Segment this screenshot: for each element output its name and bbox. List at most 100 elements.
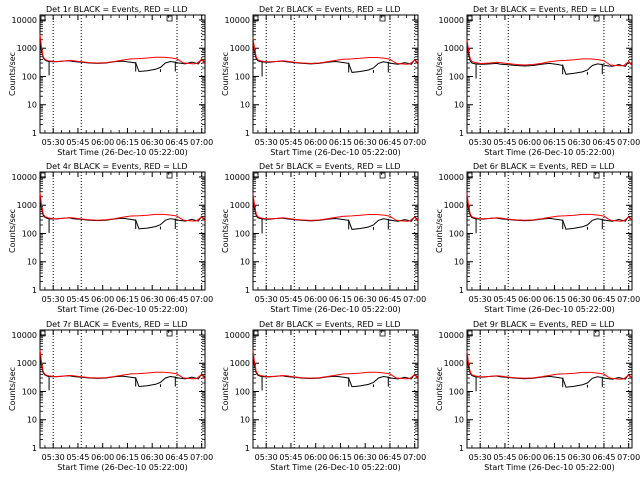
y-tick-label: 1000 — [230, 44, 250, 53]
y-axis-label: Counts/sec — [221, 209, 230, 253]
x-tick-label: 05:30 — [255, 295, 278, 304]
x-axis-label: Start Time (26-Dec-10 05:22:00) — [270, 463, 401, 472]
panel-title: Det 5r BLACK = Events, RED = LLD — [259, 162, 401, 171]
x-tick-label: 05:45 — [493, 453, 516, 462]
x-tick-label: 05:45 — [279, 453, 302, 462]
x-tick-label: 06:45 — [165, 295, 188, 304]
detector-panel: Det 8r BLACK = Events, RED = LLD 1 10 100 10… — [221, 320, 426, 472]
x-tick-label: 06:00 — [518, 453, 541, 462]
y-axis-label: Counts/sec — [8, 52, 17, 96]
flag-marker — [467, 330, 473, 337]
x-tick-label: 07:00 — [190, 138, 213, 147]
y-tick-label: 10 — [27, 258, 37, 267]
plot-frame — [252, 171, 419, 291]
x-tick-label: 07:00 — [403, 138, 426, 147]
x-tick-label: 05:30 — [469, 138, 492, 147]
x-axis-label: Start Time (26-Dec-10 05:22:00) — [57, 148, 188, 157]
panel-title: Det 4r BLACK = Events, RED = LLD — [46, 162, 188, 171]
x-axis-label: Start Time (26-Dec-10 05:22:00) — [270, 148, 401, 157]
flag-marker — [253, 15, 259, 22]
y-tick-label: 1000 — [444, 201, 464, 210]
y-tick-label: 10 — [240, 101, 250, 110]
y-tick-label: 10 — [454, 416, 464, 425]
x-axis-label: Start Time (26-Dec-10 05:22:00) — [57, 463, 188, 472]
plot-frame — [466, 171, 633, 291]
y-tick-label: 1000 — [17, 44, 37, 53]
y-tick-label: 1000 — [17, 359, 37, 368]
x-tick-label: 07:00 — [403, 453, 426, 462]
y-tick-label: 100 — [22, 229, 37, 238]
y-axis-label: Counts/sec — [221, 367, 230, 411]
x-tick-label: 06:00 — [518, 138, 541, 147]
lld-series-line — [466, 350, 633, 380]
flag-marker — [593, 330, 600, 337]
y-tick-label: 100 — [449, 229, 464, 238]
x-tick-label: 05:30 — [42, 138, 65, 147]
x-tick-label: 07:00 — [617, 453, 640, 462]
x-tick-label: 06:15 — [116, 138, 139, 147]
detector-panel: Det 2r BLACK = Events, RED = LLD 1 10 100 10… — [221, 5, 426, 157]
y-axis-label: Counts/sec — [435, 52, 444, 96]
y-tick-label: 1 — [459, 286, 464, 295]
flag-marker — [166, 172, 173, 179]
y-tick-label: 1000 — [17, 201, 37, 210]
lld-series-line — [466, 192, 633, 222]
x-tick-label: 06:45 — [592, 295, 615, 304]
x-tick-label: 05:30 — [255, 453, 278, 462]
y-tick-label: 10 — [454, 101, 464, 110]
flag-marker — [166, 330, 173, 337]
flag-marker — [166, 15, 173, 22]
x-tick-label: 06:30 — [568, 453, 591, 462]
x-tick-label: 05:30 — [42, 295, 65, 304]
x-axis-label: Start Time (26-Dec-10 05:22:00) — [484, 463, 615, 472]
events-series-line — [39, 200, 206, 230]
x-tick-label: 06:00 — [91, 295, 114, 304]
x-tick-label: 05:45 — [279, 138, 302, 147]
y-tick-label: 10 — [27, 416, 37, 425]
flag-marker — [379, 172, 386, 179]
x-tick-label: 06:45 — [378, 453, 401, 462]
flag-marker — [40, 15, 46, 22]
y-tick-label: 1 — [32, 286, 37, 295]
x-tick-label: 06:45 — [592, 138, 615, 147]
x-tick-label: 06:45 — [378, 295, 401, 304]
y-tick-label: 10000 — [12, 173, 37, 182]
y-tick-label: 1000 — [444, 44, 464, 53]
y-tick-label: 10 — [240, 258, 250, 267]
x-tick-label: 05:45 — [493, 138, 516, 147]
x-axis-label: Start Time (26-Dec-10 05:22:00) — [57, 305, 188, 314]
x-tick-label: 07:00 — [617, 295, 640, 304]
y-tick-label: 100 — [449, 387, 464, 396]
x-tick-label: 06:00 — [304, 453, 327, 462]
x-tick-label: 07:00 — [190, 453, 213, 462]
y-tick-label: 10000 — [439, 173, 464, 182]
x-axis-label: Start Time (26-Dec-10 05:22:00) — [484, 305, 615, 314]
y-tick-label: 1000 — [230, 201, 250, 210]
x-tick-label: 06:15 — [543, 295, 566, 304]
flag-marker — [379, 15, 386, 22]
lld-series-line — [39, 34, 206, 65]
x-tick-label: 05:45 — [279, 295, 302, 304]
events-series-line — [252, 358, 419, 388]
lld-series-line — [252, 36, 419, 65]
x-tick-label: 07:00 — [617, 138, 640, 147]
y-tick-label: 100 — [449, 72, 464, 81]
y-tick-label: 1 — [459, 129, 464, 138]
y-tick-label: 1000 — [444, 359, 464, 368]
x-tick-label: 06:15 — [116, 295, 139, 304]
x-tick-label: 06:15 — [329, 453, 352, 462]
y-axis-label: Counts/sec — [8, 209, 17, 253]
y-axis-label: Counts/sec — [8, 367, 17, 411]
y-tick-label: 10000 — [439, 331, 464, 340]
x-tick-label: 05:45 — [66, 295, 89, 304]
flag-marker — [40, 330, 46, 337]
x-tick-label: 06:45 — [165, 453, 188, 462]
x-tick-label: 07:00 — [403, 295, 426, 304]
x-tick-label: 05:30 — [255, 138, 278, 147]
y-tick-label: 10 — [240, 416, 250, 425]
flag-marker — [593, 172, 600, 179]
x-tick-label: 05:30 — [469, 453, 492, 462]
plot-frame — [39, 329, 206, 449]
x-tick-label: 06:00 — [304, 295, 327, 304]
